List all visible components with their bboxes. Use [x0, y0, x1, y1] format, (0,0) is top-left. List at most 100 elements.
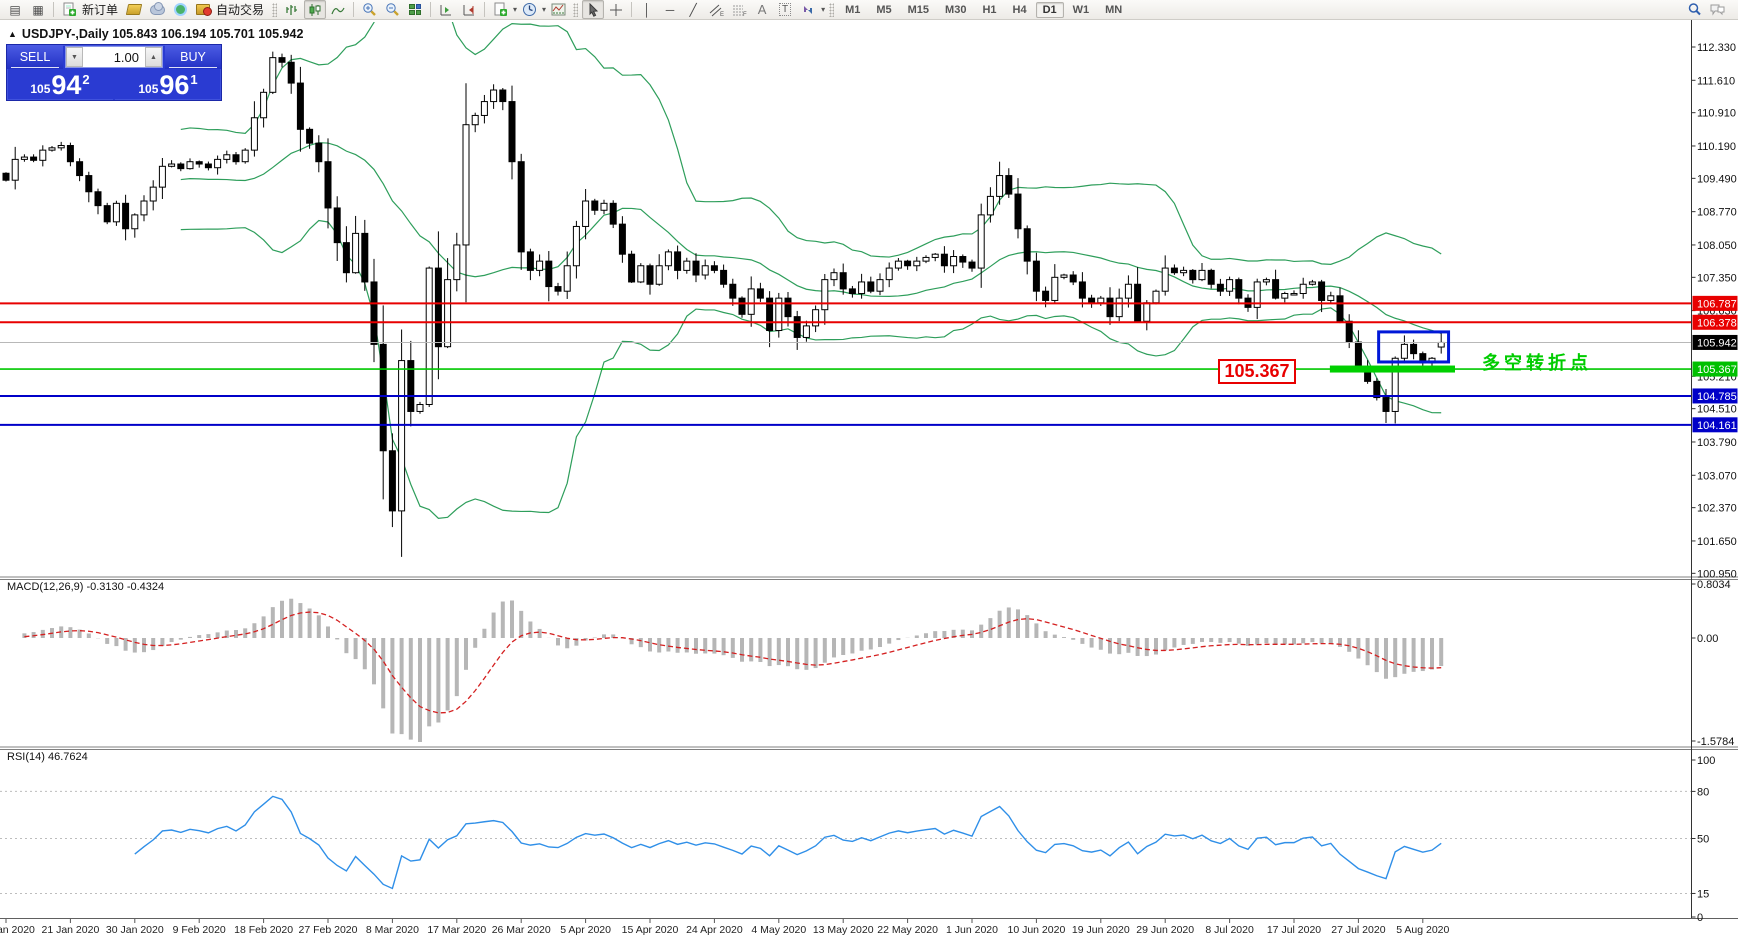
svg-text:24 Apr 2020: 24 Apr 2020 — [686, 924, 743, 936]
svg-text:26 Mar 2020: 26 Mar 2020 — [492, 924, 551, 936]
svg-text:104.161: 104.161 — [1697, 420, 1737, 432]
symbol-title: ▲ USDJPY-,Daily 105.843 106.194 105.701 1… — [8, 27, 303, 41]
timeframe-d1[interactable]: D1 — [1035, 1, 1064, 18]
timeframe-bar: M1 M5 M15 M30 H1 H4 D1 W1 MN — [838, 1, 1129, 18]
svg-text:27 Feb 2020: 27 Feb 2020 — [299, 924, 358, 936]
search-icon[interactable] — [1683, 0, 1705, 19]
new-order-icon[interactable] — [58, 0, 80, 19]
bar-chart-icon[interactable] — [281, 0, 303, 19]
svg-text:8 Mar 2020: 8 Mar 2020 — [366, 924, 419, 936]
one-click-collapse-icon[interactable]: ▲ — [8, 29, 17, 39]
horizontal-line-tool-icon[interactable]: ─ — [665, 2, 675, 17]
add-indicator-icon[interactable] — [489, 0, 511, 19]
rsi-pane — [0, 790, 1691, 894]
svg-text:1 Jun 2020: 1 Jun 2020 — [946, 924, 998, 936]
periods-clock-icon[interactable] — [518, 0, 540, 19]
sell-button[interactable]: SELL — [7, 45, 63, 69]
timeframe-m30[interactable]: M30 — [945, 3, 967, 16]
templates-icon[interactable] — [547, 0, 569, 19]
arrows-dropdown-caret[interactable]: ▾ — [821, 5, 826, 14]
svg-text:10 Jun 2020: 10 Jun 2020 — [1007, 924, 1065, 936]
chat-icon[interactable] — [1706, 0, 1728, 19]
history-center-icon[interactable] — [123, 0, 145, 19]
zoom-out-icon[interactable] — [381, 0, 403, 19]
volume-increase-button[interactable]: ▲ — [145, 47, 162, 67]
zoom-in-icon[interactable] — [358, 0, 380, 19]
sell-price[interactable]: 105 94 2 — [7, 69, 113, 100]
time-axis[interactable]: 12 Jan 2020 21 Jan 2020 30 Jan 2020 9 Feb 2… — [0, 919, 1450, 936]
price-axis: 112.330 111.610 110.910 110.190 109.490 108.7… — [1691, 42, 1738, 924]
turning-point-annotation[interactable]: 多空转折点 — [1482, 353, 1592, 373]
vertical-line-tool-icon[interactable]: │ — [643, 2, 651, 17]
periods-dropdown-caret[interactable]: ▾ — [542, 5, 547, 14]
toolbar-separator — [53, 2, 54, 17]
crosshair-icon[interactable] — [605, 0, 627, 19]
svg-text:50: 50 — [1697, 834, 1709, 846]
market-watch-icon[interactable] — [146, 0, 168, 19]
rsi-indicator-label: RSI(14) 46.7624 — [7, 751, 88, 763]
svg-text:109.490: 109.490 — [1697, 173, 1737, 185]
timeframe-m5[interactable]: M5 — [876, 3, 892, 16]
consolidation-box[interactable] — [1377, 330, 1451, 364]
svg-text:0.00: 0.00 — [1697, 633, 1718, 645]
svg-text:110.910: 110.910 — [1697, 108, 1736, 120]
sell-price-handle: 105 — [30, 82, 51, 96]
trendline-tool-icon[interactable]: ╱ — [689, 2, 697, 17]
green-support-zone[interactable] — [1329, 365, 1455, 373]
svg-text:103.790: 103.790 — [1697, 437, 1737, 449]
volume-input[interactable]: 1.00 — [113, 49, 139, 65]
svg-text:110.190: 110.190 — [1697, 141, 1736, 153]
svg-text:22 May 2020: 22 May 2020 — [877, 924, 938, 936]
volume-decrease-button[interactable]: ▼ — [66, 47, 83, 67]
arrows-tool-icon[interactable] — [797, 0, 819, 19]
svg-text:106.787: 106.787 — [1697, 298, 1737, 310]
toolbar-separator — [631, 2, 633, 17]
svg-text:112.330: 112.330 — [1697, 42, 1736, 54]
toolbar-grip — [829, 2, 835, 17]
cursor-icon[interactable] — [582, 0, 605, 19]
svg-text:17 Jul 2020: 17 Jul 2020 — [1267, 924, 1321, 936]
indicator-dropdown-caret[interactable]: ▾ — [513, 5, 518, 14]
toolbar-separator — [484, 2, 486, 17]
buy-price-point: 1 — [190, 72, 198, 87]
autotrading-icon[interactable] — [192, 0, 214, 19]
candlestick-chart-icon[interactable] — [304, 0, 327, 19]
auto-scroll-icon[interactable] — [435, 0, 457, 19]
svg-text:18 Feb 2020: 18 Feb 2020 — [234, 924, 293, 936]
timeframe-h1[interactable]: H1 — [982, 3, 997, 16]
horizontal-lines-group[interactable] — [0, 302, 1691, 426]
timeframe-m1[interactable]: M1 — [845, 3, 861, 16]
timeframe-h4[interactable]: H4 — [1012, 3, 1027, 16]
terminal-panel-icon[interactable]: ▤ — [9, 2, 21, 17]
timeframe-mn[interactable]: MN — [1105, 3, 1123, 16]
chart-window-icon[interactable]: ▦ — [32, 2, 44, 17]
buy-button[interactable]: BUY — [165, 45, 221, 69]
svg-text:105.367: 105.367 — [1697, 364, 1737, 376]
buy-price[interactable]: 105 96 1 — [115, 69, 221, 100]
support-price-callout[interactable]: 105.367 — [1218, 359, 1296, 384]
fibonacci-tool-icon[interactable]: F — [728, 0, 750, 19]
signals-icon[interactable] — [169, 0, 191, 19]
channel-tool-icon[interactable]: E — [705, 0, 727, 19]
line-chart-icon[interactable] — [327, 0, 349, 19]
chart-shift-icon[interactable] — [458, 0, 480, 19]
text-label-tool-icon[interactable]: T — [774, 0, 796, 19]
text-tool-icon[interactable]: A — [757, 2, 767, 17]
new-order-label[interactable]: 新订单 — [82, 3, 119, 17]
tile-windows-icon[interactable] — [404, 0, 426, 19]
sell-price-point: 2 — [82, 72, 90, 87]
svg-text:-1.5784: -1.5784 — [1697, 736, 1734, 748]
timeframe-m15[interactable]: M15 — [907, 3, 930, 16]
svg-text:9 Feb 2020: 9 Feb 2020 — [173, 924, 226, 936]
svg-text:17 Mar 2020: 17 Mar 2020 — [427, 924, 486, 936]
autotrading-label[interactable]: 自动交易 — [216, 3, 265, 17]
svg-text:104.785: 104.785 — [1697, 391, 1737, 403]
toolbar-separator — [353, 2, 355, 17]
svg-text:5 Aug 2020: 5 Aug 2020 — [1396, 924, 1449, 936]
svg-text:19 Jun 2020: 19 Jun 2020 — [1072, 924, 1130, 936]
timeframe-w1[interactable]: W1 — [1072, 3, 1090, 16]
svg-text:0.8034: 0.8034 — [1697, 579, 1731, 591]
svg-text:5 Apr 2020: 5 Apr 2020 — [560, 924, 611, 936]
svg-text:15 Apr 2020: 15 Apr 2020 — [622, 924, 679, 936]
